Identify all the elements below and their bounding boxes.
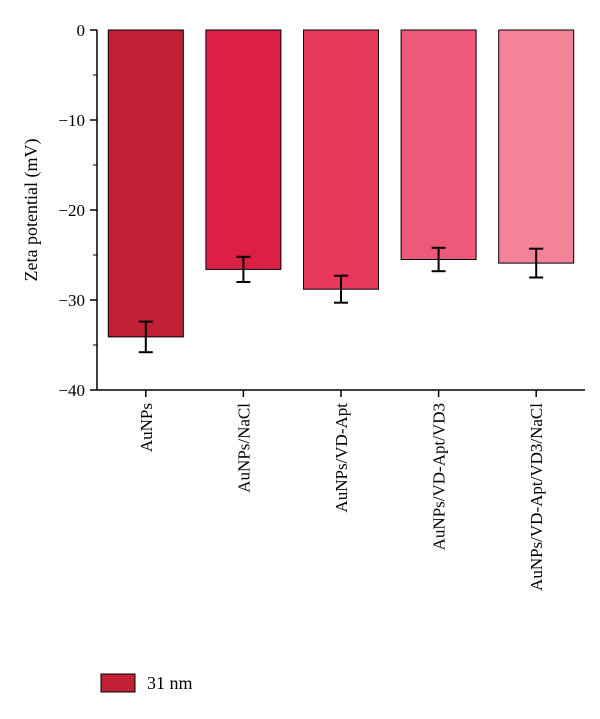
legend: 31 nm — [100, 673, 193, 693]
x-tick-label-1: AuNPs/NaCl — [234, 403, 253, 493]
x-tick-label-3: AuNPs/VD-Apt/VD3 — [430, 403, 449, 550]
legend-label: 31 nm — [147, 673, 193, 693]
y-tick-label: −40 — [58, 381, 85, 400]
y-axis-title: Zeta potential (mV) — [21, 139, 42, 282]
bar-0 — [107, 29, 184, 338]
bar-3 — [400, 29, 477, 260]
bar-1 — [205, 29, 282, 270]
bar-4 — [498, 29, 575, 264]
y-tick-label: −20 — [58, 201, 85, 220]
plot-area: 0 −10 −20 −30 −40 AuNPs AuNPs/NaCl AuNPs/VD-Apt… — [58, 21, 585, 591]
legend-swatch — [100, 673, 136, 693]
x-tick-label-2: AuNPs/VD-Apt — [332, 403, 351, 513]
y-tick-label: −30 — [58, 291, 85, 310]
y-tick-label: −10 — [58, 111, 85, 130]
x-tick-label-0: AuNPs — [137, 403, 156, 452]
y-tick-label: 0 — [77, 21, 86, 40]
bar-2 — [303, 29, 379, 290]
x-tick-label-4: AuNPs/VD-Apt/VD3/NaCl — [527, 403, 546, 591]
